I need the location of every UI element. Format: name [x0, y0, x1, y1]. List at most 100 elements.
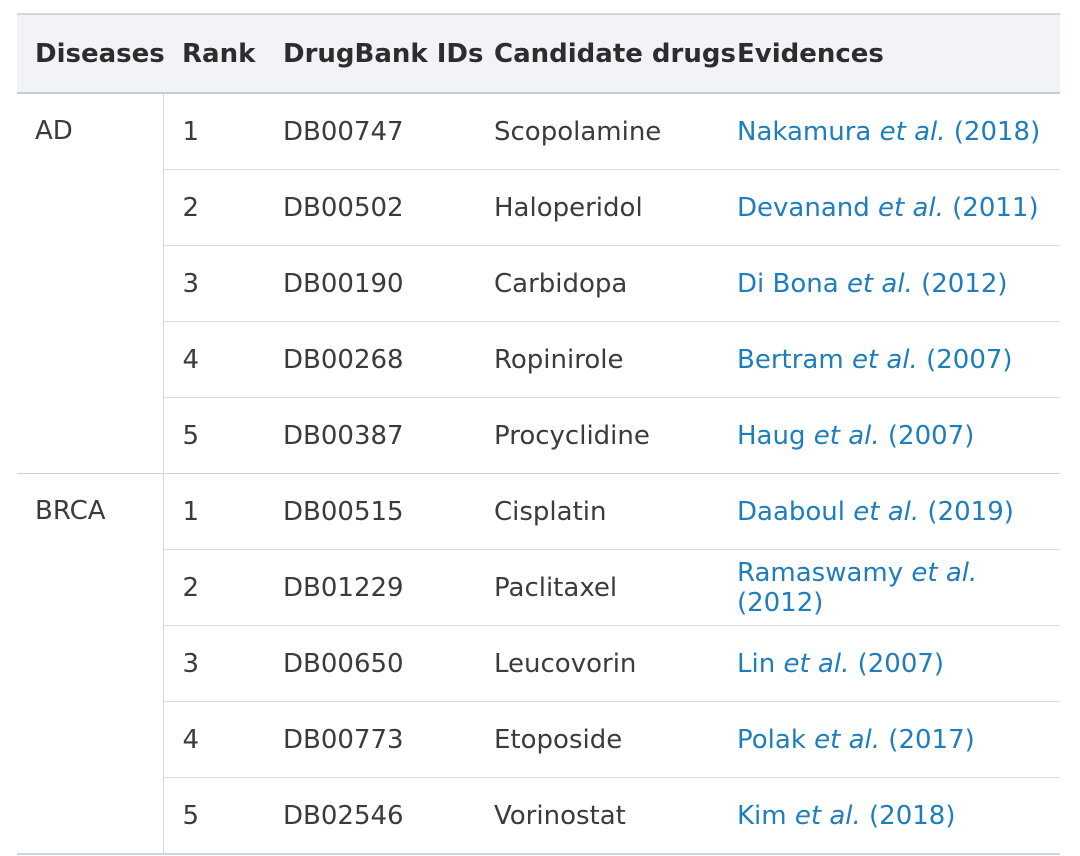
evidence-etal: et al.	[846, 268, 913, 299]
drug-name-cell: Carbidopa	[494, 245, 737, 322]
column-header-candidate-drugs: Candidate drugs	[494, 14, 737, 94]
evidence-author: Polak	[737, 724, 806, 755]
evidence-year: (2012)	[921, 268, 1008, 299]
candidate-drugs-table-container: Diseases Rank DrugBank IDs Candidate dru…	[17, 13, 1060, 855]
table-row: 2 DB01229 Paclitaxel Ramaswamy et al. (2012…	[17, 549, 1060, 626]
disease-cell: AD	[17, 93, 164, 474]
drug-name-cell: Procyclidine	[494, 397, 737, 474]
evidence-author: Devanand	[737, 192, 870, 223]
rank-cell: 2	[163, 549, 283, 626]
evidence-year: (2012)	[737, 587, 824, 618]
drug-name-cell: Haloperidol	[494, 169, 737, 246]
evidence-year: (2007)	[857, 648, 945, 679]
drug-name-cell: Paclitaxel	[494, 549, 737, 626]
evidence-cell: Bertram et al. (2007)	[737, 321, 1060, 398]
evidence-link[interactable]: Di Bona et al. (2012)	[737, 269, 1008, 299]
drugbank-id-cell: DB00515	[283, 473, 494, 550]
evidence-cell: Haug et al. (2007)	[737, 397, 1060, 474]
evidence-etal: et al.	[813, 420, 880, 451]
evidence-etal: et al.	[911, 557, 978, 588]
rank-cell: 5	[163, 397, 283, 474]
evidence-link[interactable]: Ramaswamy et al. (2012)	[737, 558, 977, 618]
evidence-author: Lin	[737, 648, 776, 679]
drugbank-id-cell: DB01229	[283, 549, 494, 626]
table-row: 4 DB00268 Ropinirole Bertram et al. (2007)	[17, 321, 1060, 398]
table-row: 4 DB00773 Etoposide Polak et al. (2017)	[17, 701, 1060, 778]
rank-cell: 5	[163, 777, 283, 854]
evidence-link[interactable]: Polak et al. (2017)	[737, 725, 975, 755]
evidence-author: Haug	[737, 420, 806, 451]
table-header: Diseases Rank DrugBank IDs Candidate dru…	[17, 14, 1060, 94]
evidence-cell: Polak et al. (2017)	[737, 701, 1060, 778]
drugbank-id-cell: DB00190	[283, 245, 494, 322]
rank-cell: 4	[163, 701, 283, 778]
drugbank-id-cell: DB00268	[283, 321, 494, 398]
drugbank-id-cell: DB00502	[283, 169, 494, 246]
evidence-etal: et al.	[814, 724, 881, 755]
column-header-rank: Rank	[163, 14, 283, 94]
rank-cell: 1	[163, 473, 283, 550]
evidence-etal: et al.	[794, 800, 861, 831]
disease-cell: BRCA	[17, 473, 164, 854]
evidence-cell: Di Bona et al. (2012)	[737, 245, 1060, 322]
evidence-author: Ramaswamy	[737, 557, 904, 588]
evidence-cell: Kim et al. (2018)	[737, 777, 1060, 854]
drug-name-cell: Cisplatin	[494, 473, 737, 550]
evidence-link[interactable]: Kim et al. (2018)	[737, 801, 956, 831]
evidence-link[interactable]: Devanand et al. (2011)	[737, 193, 1039, 223]
evidence-link[interactable]: Haug et al. (2007)	[737, 421, 974, 451]
drug-name-cell: Scopolamine	[494, 116, 662, 147]
column-header-evidences: Evidences	[737, 14, 1060, 94]
evidence-etal: et al.	[851, 344, 918, 375]
evidence-year: (2018)	[953, 116, 1041, 147]
table-row: 5 DB00387 Procyclidine Haug et al. (2007)	[17, 397, 1060, 474]
evidence-cell: Daaboul et al. (2019)	[737, 473, 1060, 550]
evidence-cell: Devanand et al. (2011)	[737, 169, 1060, 246]
evidence-etal: et al.	[878, 192, 944, 223]
rank-cell: 4	[163, 321, 283, 398]
evidence-author: Kim	[737, 800, 787, 831]
evidence-cell: Lin et al. (2007)	[737, 625, 1060, 702]
rank-cell: 2	[163, 169, 283, 246]
evidence-year: (2019)	[927, 496, 1014, 527]
rank-cell: 3	[163, 625, 283, 702]
table-row: BRCA 1 DB00515 Cisplatin Daaboul et al. (201…	[17, 473, 1060, 854]
evidence-link[interactable]: Daaboul et al. (2019)	[737, 497, 1014, 527]
table-row: 3 DB00650 Leucovorin Lin et al. (2007)	[17, 625, 1060, 702]
drugbank-id-cell: DB00773	[283, 701, 494, 778]
drug-name-cell: Vorinostat	[494, 777, 737, 854]
table-row: 2 DB00502 Haloperidol Devanand et al. (2011…	[17, 169, 1060, 246]
evidence-etal: et al.	[879, 116, 946, 147]
evidence-author: Bertram	[737, 344, 844, 375]
evidence-etal: et al.	[853, 496, 920, 527]
header-row: Diseases Rank DrugBank IDs Candidate dru…	[17, 14, 1060, 94]
drug-name-cell: Ropinirole	[494, 321, 737, 398]
evidence-year: (2011)	[952, 192, 1039, 223]
drug-name-cell: Leucovorin	[494, 625, 737, 702]
evidence-author: Daaboul	[737, 496, 845, 527]
evidence-cell: Nakamura et al. (2018)	[737, 93, 1060, 170]
drugbank-id-cell: DB00387	[283, 397, 494, 474]
drugbank-id-cell: DB00650	[283, 625, 494, 702]
evidence-etal: et al.	[783, 648, 850, 679]
table-body: AD 1 DB00747 Scopolamine Nakamura et al. (20…	[17, 93, 1060, 854]
evidence-year: (2018)	[869, 800, 956, 831]
column-header-diseases: Diseases	[17, 14, 165, 94]
table-row: 5 DB02546 Vorinostat Kim et al. (2018)	[17, 777, 1060, 854]
drugbank-id-cell: DB02546	[283, 777, 494, 854]
drug-name-cell: Etoposide	[494, 701, 737, 778]
evidence-link[interactable]: Nakamura et al. (2018)	[737, 117, 1040, 147]
evidence-link[interactable]: Bertram et al. (2007)	[737, 345, 1013, 375]
evidence-year: (2007)	[887, 420, 975, 451]
evidence-year: (2017)	[888, 724, 975, 755]
drugbank-id-cell: DB00747	[283, 116, 404, 147]
evidence-year: (2007)	[926, 344, 1013, 375]
table-row: 3 DB00190 Carbidopa Di Bona et al. (2012)	[17, 245, 1060, 322]
column-header-drugbank-ids: DrugBank IDs	[283, 14, 494, 94]
rank-cell: 3	[163, 245, 283, 322]
table-row: AD 1 DB00747 Scopolamine Nakamura et al. (20…	[17, 93, 1060, 474]
rank-cell: 1	[182, 116, 200, 147]
evidence-cell: Ramaswamy et al. (2012)	[737, 549, 1060, 626]
evidence-author: Di Bona	[737, 268, 839, 299]
evidence-link[interactable]: Lin et al. (2007)	[737, 649, 944, 679]
